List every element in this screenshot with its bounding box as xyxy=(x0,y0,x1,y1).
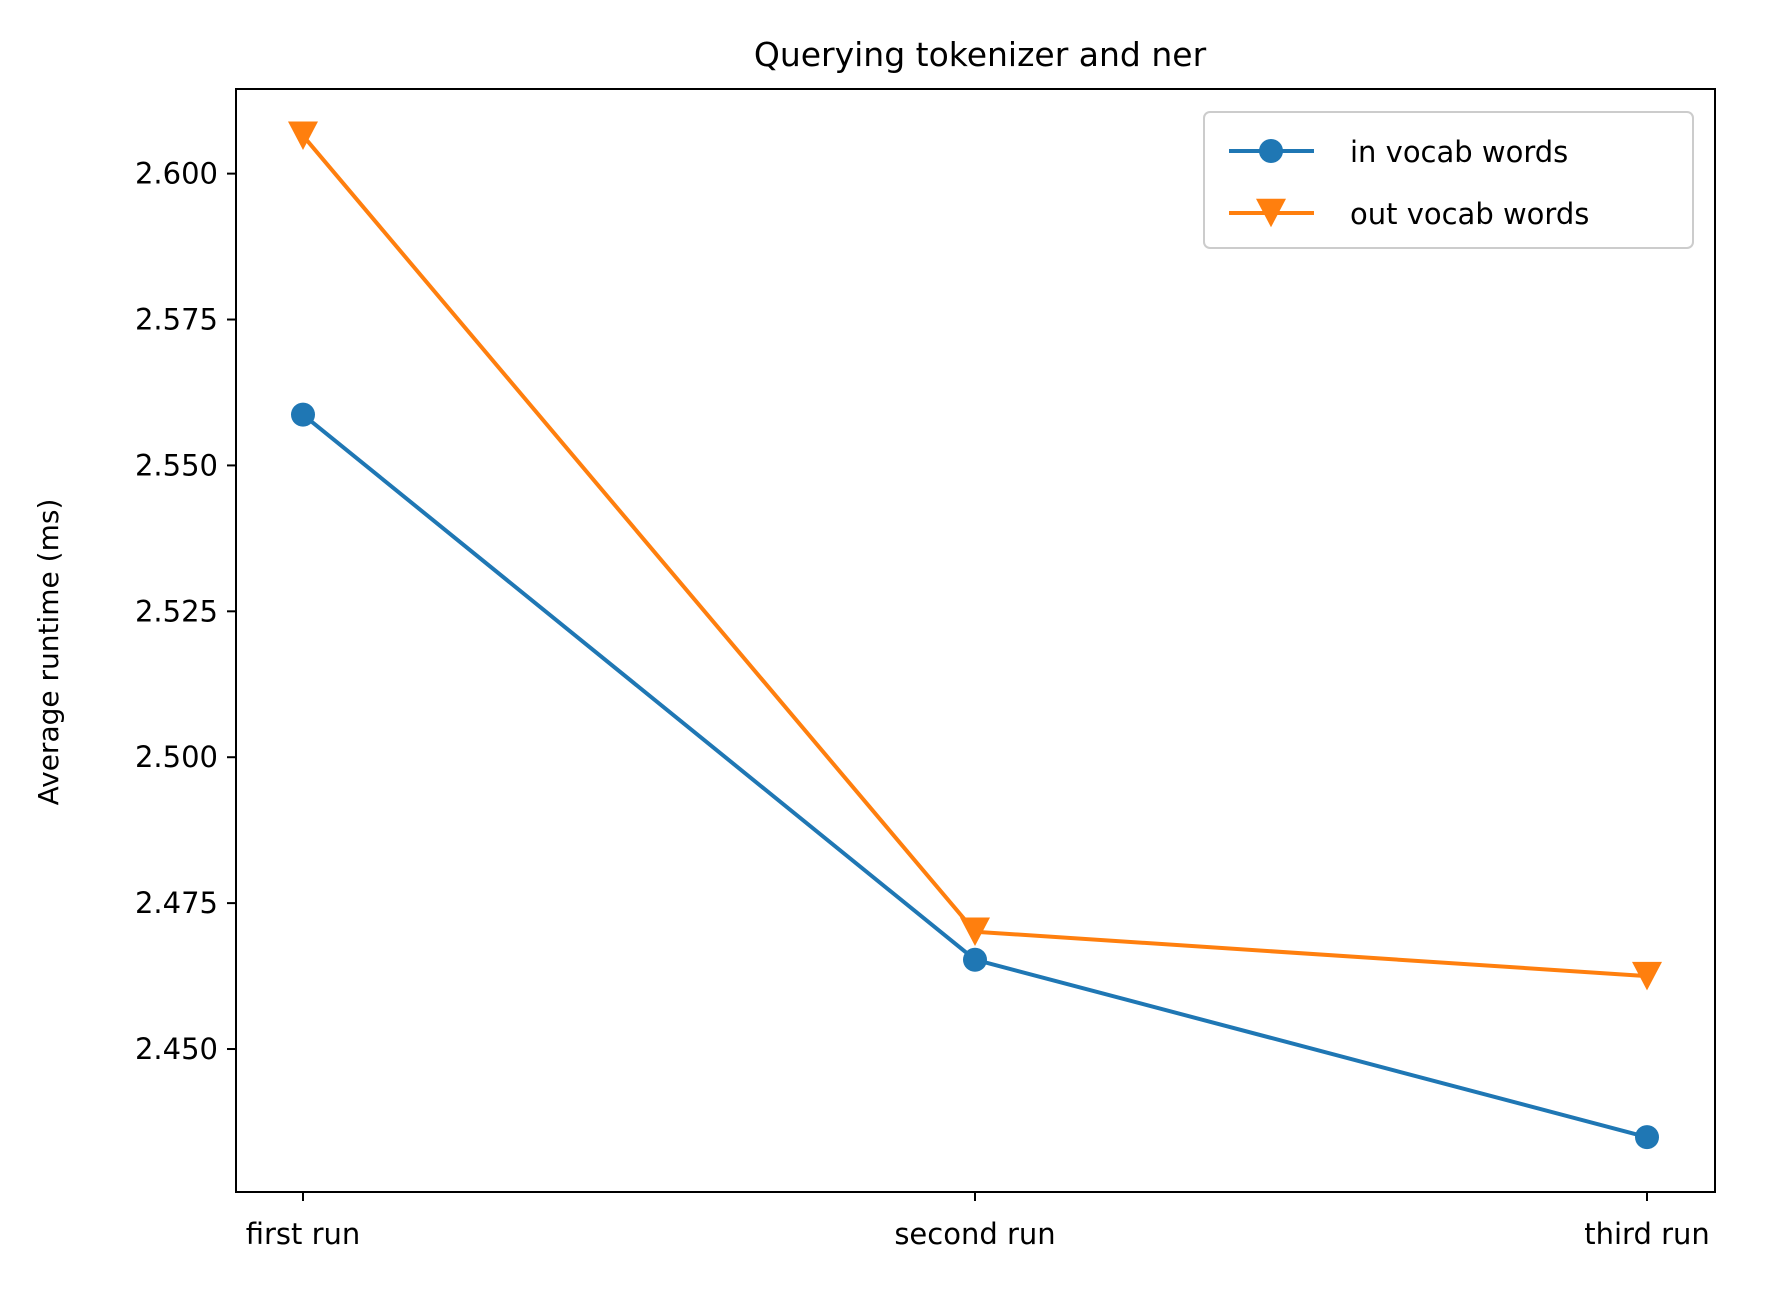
y-tick-label: 2.475 xyxy=(135,886,218,920)
y-tick-label: 2.575 xyxy=(135,303,218,337)
legend-marker-in-vocab-words xyxy=(1259,139,1283,163)
legend-label-out-vocab-words: out vocab words xyxy=(1350,197,1589,231)
plot-area: 2.450 2.475 2.500 2.525 2.550 2.575 2.600 first… xyxy=(135,88,1716,1251)
y-tick-label: 2.500 xyxy=(135,740,218,774)
chart-title: Querying tokenizer and ner xyxy=(754,35,1207,74)
x-tick-label: second run xyxy=(894,1217,1055,1251)
x-tick-label: third run xyxy=(1584,1217,1710,1251)
x-tick-label: first run xyxy=(246,1217,361,1251)
y-tick-label: 2.600 xyxy=(135,157,218,191)
legend-frame xyxy=(1203,111,1694,249)
legend: in vocab words out vocab words xyxy=(1203,111,1694,249)
data-point-out-vocab-words xyxy=(1632,961,1662,991)
y-axis-label: Average runtime (ms) xyxy=(32,499,65,806)
data-point-in-vocab-words xyxy=(291,402,315,427)
data-point-out-vocab-words xyxy=(288,121,318,150)
data-point-out-vocab-words xyxy=(960,917,990,946)
y-tick-label: 2.525 xyxy=(135,594,218,628)
y-tick-label: 2.550 xyxy=(135,448,218,482)
legend-label-in-vocab-words: in vocab words xyxy=(1350,135,1568,169)
y-tick-label: 2.450 xyxy=(135,1032,218,1066)
legend-marker-out-vocab-words xyxy=(1256,198,1286,228)
data-point-in-vocab-words xyxy=(1635,1125,1659,1150)
data-point-in-vocab-words xyxy=(963,947,987,972)
